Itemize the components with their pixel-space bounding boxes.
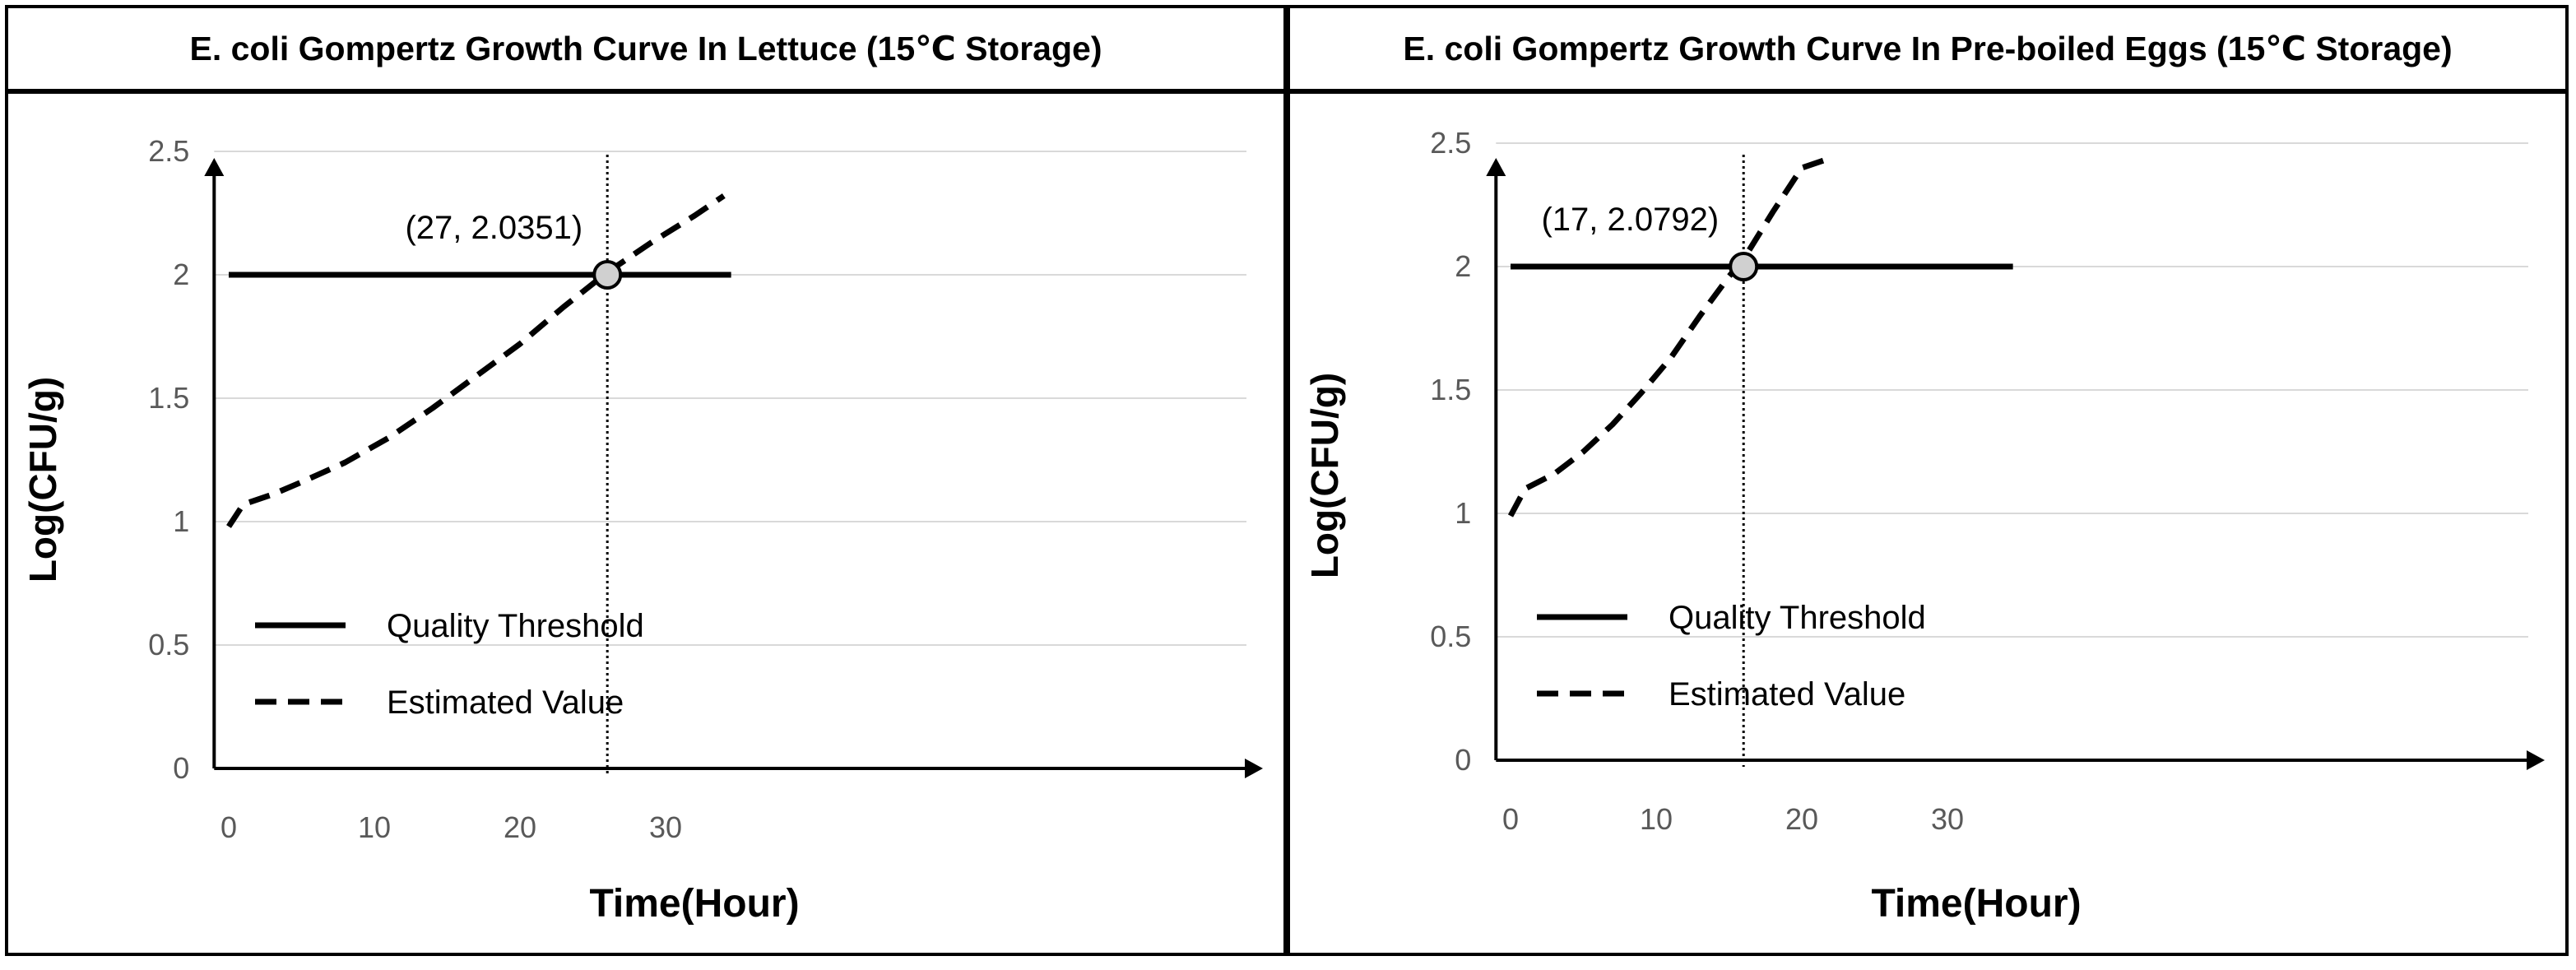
estimated-value-line bbox=[226, 193, 726, 528]
chart-panel-lettuce: E. coli Gompertz Growth Curve In Lettuce… bbox=[5, 0, 1287, 963]
y-tick-label: 2 bbox=[173, 258, 189, 291]
y-tick-label: 1 bbox=[173, 504, 189, 538]
intersection-point bbox=[592, 260, 623, 290]
x-axis-title: Time(Hour) bbox=[589, 882, 799, 926]
intersection-annotation: (17, 2.0792) bbox=[1541, 202, 1719, 238]
x-tick-label: 30 bbox=[649, 810, 682, 844]
x-tick-label: 10 bbox=[358, 810, 391, 844]
y-tick-label: 2.5 bbox=[148, 134, 189, 168]
y-tick-label: 0 bbox=[1455, 743, 1471, 777]
y-tick-label: 1.5 bbox=[148, 381, 189, 415]
y-axis-arrow bbox=[1486, 158, 1506, 176]
y-axis-arrow bbox=[204, 158, 225, 176]
y-tick-label: 1 bbox=[1455, 496, 1471, 530]
x-tick-label: 30 bbox=[1931, 802, 1964, 836]
intersection-point bbox=[1729, 252, 1759, 281]
legend-label: Estimated Value bbox=[387, 685, 624, 721]
chart-svg-eggs: 0 0.5 1 1.5 2 2.5 0 10 20 30 (17, 2.0792) Quality T… bbox=[1303, 126, 2545, 926]
y-tick-label: 1.5 bbox=[1430, 373, 1471, 406]
legend-label: Estimated Value bbox=[1669, 676, 1905, 712]
plot-area-frame: 0 0.5 1 1.5 2 2.5 0 10 20 30 (27, 2.0351) Quality T… bbox=[5, 89, 1287, 956]
y-tick-label: 2 bbox=[1455, 249, 1471, 283]
chart-title: E. coli Gompertz Growth Curve In Pre-boi… bbox=[1287, 5, 2569, 92]
x-tick-label: 10 bbox=[1640, 802, 1673, 836]
y-axis-title: Log(CFU/g) bbox=[1303, 373, 1346, 578]
y-tick-label: 0.5 bbox=[1430, 620, 1471, 653]
x-axis-arrow bbox=[1245, 759, 1263, 778]
estimated-value-line bbox=[1507, 155, 1832, 517]
y-tick-label: 0.5 bbox=[148, 628, 189, 661]
chart-panel-eggs: E. coli Gompertz Growth Curve In Pre-boi… bbox=[1287, 0, 2569, 963]
x-tick-label: 0 bbox=[1502, 802, 1519, 836]
plot-area-frame: 0 0.5 1 1.5 2 2.5 0 10 20 30 (17, 2.0792) Quality T… bbox=[1287, 89, 2569, 956]
y-tick-label: 0 bbox=[173, 751, 189, 785]
legend-label: Quality Threshold bbox=[1669, 600, 1926, 636]
intersection-annotation: (27, 2.0351) bbox=[405, 210, 583, 246]
x-tick-label: 20 bbox=[1785, 802, 1818, 836]
chart-title: E. coli Gompertz Growth Curve In Lettuce… bbox=[5, 5, 1287, 92]
legend-label: Quality Threshold bbox=[387, 608, 644, 644]
x-axis-arrow bbox=[2527, 750, 2545, 770]
y-tick-label: 2.5 bbox=[1430, 126, 1471, 160]
chart-svg-lettuce: 0 0.5 1 1.5 2 2.5 0 10 20 30 (27, 2.0351) Quality T… bbox=[21, 134, 1263, 926]
x-tick-label: 20 bbox=[504, 810, 536, 844]
x-axis-title: Time(Hour) bbox=[1871, 882, 2081, 926]
y-axis-title: Log(CFU/g) bbox=[21, 377, 64, 582]
x-tick-label: 0 bbox=[220, 810, 237, 844]
